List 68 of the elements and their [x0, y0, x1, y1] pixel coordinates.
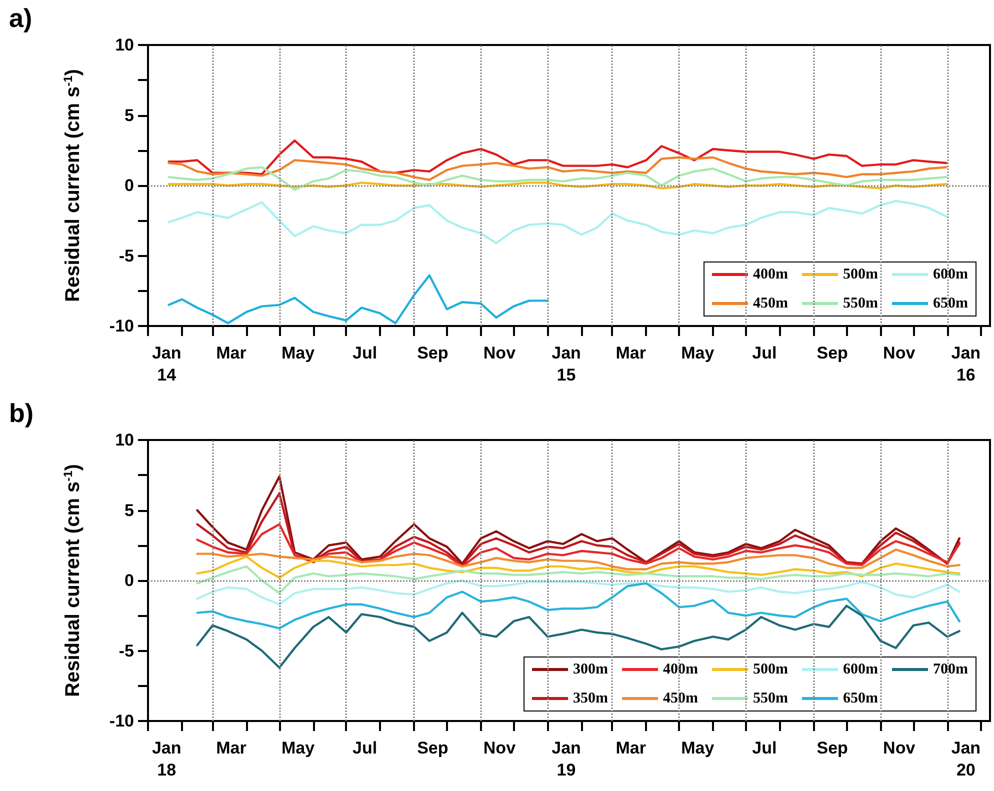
legend-label: 450m: [663, 690, 699, 706]
y-tick-label: 5: [124, 500, 134, 520]
chart-title: b): [9, 398, 34, 428]
x-tick-label: Mar: [616, 344, 646, 362]
y-tick-label: -5: [118, 246, 134, 266]
line-series: [196, 582, 960, 630]
chart-title: a): [9, 3, 32, 33]
line-series: [196, 548, 960, 570]
legend-label: 650m: [933, 296, 969, 312]
y-tick-label: 0: [124, 571, 134, 590]
legend-label: 650m: [843, 690, 879, 706]
line-series: [196, 475, 960, 565]
legend-label: 300m: [573, 662, 609, 678]
legend-label: 500m: [843, 266, 879, 282]
x-tick-label: Nov: [883, 738, 916, 758]
line-series: [196, 492, 960, 566]
x-tick-label: Mar: [216, 738, 247, 758]
legend-label: 550m: [843, 296, 879, 312]
y-axis-title: Residual current (cm s-1): [61, 464, 84, 697]
line-series: [168, 274, 549, 324]
x-tick-label: May: [281, 738, 316, 758]
y-tick-label: 0: [124, 176, 134, 195]
x-tick-label: Mar: [616, 738, 646, 758]
x-tick-label: Jan 20: [951, 738, 981, 780]
x-tick-label: Sep: [417, 344, 448, 362]
x-tick-label: Jul: [352, 738, 378, 758]
x-tick-label: Jul: [752, 344, 777, 362]
x-tick-label: Sep: [417, 738, 448, 758]
x-tick-label: May: [681, 344, 715, 362]
y-tick-label: 5: [124, 106, 134, 125]
legend-label: 600m: [843, 662, 879, 678]
x-tick-label: Jul: [752, 738, 777, 758]
y-tick-label: -10: [109, 712, 134, 730]
y-tick-label: 10: [115, 36, 134, 54]
x-tick-label: May: [281, 344, 316, 362]
x-tick-label: May: [681, 738, 715, 758]
x-tick-label: Jan 15: [552, 344, 581, 384]
legend-label: 700m: [933, 662, 969, 678]
x-tick-label: Jul: [352, 344, 378, 362]
legend-label: 600m: [933, 266, 969, 282]
y-tick-label: 10: [115, 430, 134, 450]
x-tick-label: Jan 18: [152, 738, 182, 780]
x-tick-label: Sep: [816, 344, 848, 362]
line-series: [168, 166, 948, 191]
x-tick-label: Jan 16: [951, 344, 981, 384]
legend-label: 400m: [753, 266, 789, 282]
y-tick-label: -5: [118, 641, 134, 660]
legend-label: 450m: [753, 296, 789, 312]
x-tick-label: Nov: [483, 738, 516, 758]
line-series: [196, 565, 960, 594]
line-series: [196, 556, 960, 579]
line-series: [196, 579, 960, 606]
x-tick-label: Jan 19: [552, 738, 581, 780]
legend-label: 500m: [753, 662, 789, 678]
legend-label: 550m: [753, 690, 789, 706]
x-tick-label: Mar: [216, 344, 247, 362]
y-axis-title: Residual current (cm s-1): [61, 69, 84, 302]
x-tick-label: Jan 14: [152, 344, 182, 384]
line-series: [168, 139, 948, 176]
x-tick-label: Nov: [883, 344, 916, 362]
x-tick-label: Sep: [816, 738, 848, 758]
line-series: [196, 523, 960, 568]
legend-label: 350m: [573, 690, 609, 706]
x-tick-label: Nov: [483, 344, 516, 362]
line-series: [168, 200, 948, 244]
line-series: [168, 156, 948, 181]
legend-label: 400m: [663, 662, 699, 678]
y-tick-label: -10: [109, 316, 134, 336]
